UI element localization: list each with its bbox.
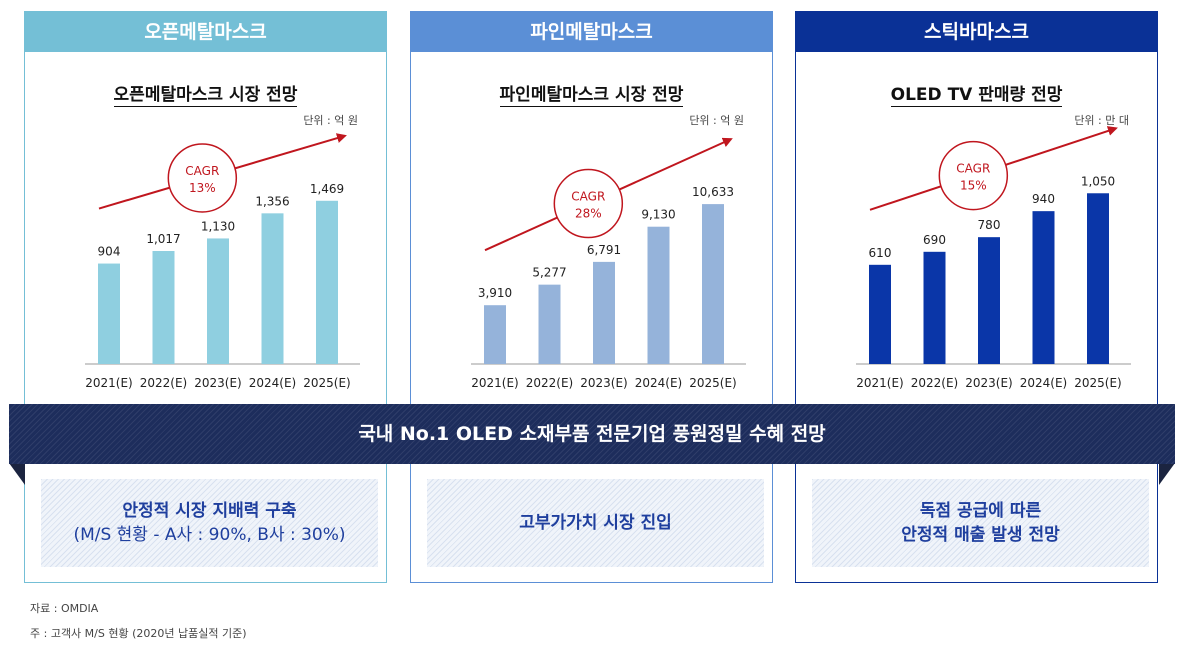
data-label: 10,633: [692, 185, 734, 199]
data-label: 1,017: [146, 232, 180, 246]
notes: 자료 : OMDIA 주 : 고객사 M/S 현황 (2020년 납품실적 기준…: [30, 600, 247, 650]
x-tick-label: 2025(E): [1074, 376, 1121, 390]
chart-title: 파인메탈마스크 시장 전망: [499, 85, 684, 107]
data-label: 6,791: [587, 243, 621, 257]
x-tick-label: 2023(E): [194, 376, 241, 390]
data-label: 9,130: [641, 208, 675, 222]
bar: [702, 204, 724, 364]
chart-title: 오픈메탈마스크 시장 전망: [113, 85, 298, 107]
panel-stick-bar-mask: 스틱바마스크 OLED TV 판매량 전망 단위 : 만 대 610 2021(E…: [795, 11, 1158, 583]
summary-box: 독점 공급에 따른 안정적 매출 발생 전망: [812, 479, 1149, 567]
data-label: 1,356: [255, 194, 289, 208]
bar: [538, 284, 561, 364]
banner-fold-left: [9, 463, 25, 485]
x-tick-label: 2024(E): [249, 376, 296, 390]
bar-chart: 904 2021(E) 1,017 2022(E) 1,130 2023(E) 1,356 2…: [85, 133, 360, 390]
bar: [207, 238, 229, 364]
cagr-circle: [938, 140, 1009, 211]
unit-label: 단위 : 억 원: [689, 114, 744, 127]
cagr-label: CAGR: [956, 162, 990, 176]
summary-line: (M/S 현황 - A사 : 90%, B사 : 30%): [73, 525, 346, 545]
cagr-value: 15%: [960, 179, 987, 193]
data-label: 1,050: [1081, 174, 1115, 188]
cagr-circle: [553, 168, 624, 239]
data-label: 1,130: [201, 219, 235, 233]
x-tick-label: 2022(E): [911, 376, 958, 390]
cagr-label: CAGR: [571, 190, 605, 204]
summary-line: 안정적 시장 지배력 구축: [122, 501, 297, 521]
data-label: 904: [98, 245, 121, 259]
unit-label: 단위 : 만 대: [1074, 114, 1129, 127]
banner-fold-right: [1159, 463, 1175, 485]
cagr-circle: [167, 143, 238, 213]
x-tick-label: 2021(E): [85, 376, 132, 390]
data-label: 940: [1032, 192, 1055, 206]
bar: [593, 261, 615, 364]
summary-line: 고부가가치 시장 진입: [519, 513, 672, 533]
bar: [152, 251, 175, 364]
x-tick-label: 2023(E): [965, 376, 1012, 390]
cagr-value: 13%: [189, 181, 216, 195]
bar: [316, 200, 338, 364]
x-tick-label: 2021(E): [471, 376, 518, 390]
data-label: 1,469: [310, 182, 344, 196]
data-label: 690: [923, 233, 946, 247]
bar: [1087, 193, 1109, 364]
summary-box: 안정적 시장 지배력 구축 (M/S 현황 - A사 : 90%, B사 : 3…: [41, 479, 378, 567]
source-note: 자료 : OMDIA: [30, 602, 99, 615]
panel-header: 파인메탈마스크: [411, 12, 772, 52]
bar: [261, 213, 284, 364]
data-label: 3,910: [478, 286, 512, 300]
cagr-value: 28%: [575, 207, 602, 221]
panel-header: 스틱바마스크: [796, 12, 1157, 52]
panel-open-metal-mask: 오픈메탈마스크 오픈메탈마스크 시장 전망 단위 : 억 원 904 2021(E…: [24, 11, 387, 583]
x-tick-label: 2022(E): [140, 376, 187, 390]
chart-title: OLED TV 판매량 전망: [890, 85, 1063, 107]
x-tick-label: 2025(E): [689, 376, 736, 390]
bar: [978, 237, 1000, 364]
data-label: 610: [869, 246, 892, 260]
footnote: 주 : 고객사 M/S 현황 (2020년 납품실적 기준): [30, 627, 247, 640]
bar: [484, 305, 506, 364]
banner: 국내 No.1 OLED 소재부품 전문기업 풍원정밀 수혜 전망: [9, 404, 1175, 464]
summary-line: 안정적 매출 발생 전망: [901, 525, 1060, 545]
x-tick-label: 2025(E): [303, 376, 350, 390]
bar: [923, 251, 946, 364]
bar-chart: 610 2021(E) 690 2022(E) 780 2023(E) 940 2024(E)…: [856, 126, 1131, 390]
x-tick-label: 2024(E): [635, 376, 682, 390]
panel-fine-metal-mask: 파인메탈마스크 파인메탈마스크 시장 전망 단위 : 억 원 3,910 2021…: [410, 11, 773, 583]
bar-chart: 3,910 2021(E) 5,277 2022(E) 6,791 2023(E) 9,13…: [471, 137, 746, 390]
bar: [1032, 211, 1055, 364]
cagr-label: CAGR: [185, 164, 219, 178]
bar: [647, 226, 670, 364]
bar: [98, 263, 120, 364]
data-label: 5,277: [532, 266, 566, 280]
x-tick-label: 2023(E): [580, 376, 627, 390]
unit-label: 단위 : 억 원: [303, 114, 358, 127]
x-tick-label: 2024(E): [1020, 376, 1067, 390]
summary-box: 고부가가치 시장 진입: [427, 479, 764, 567]
bar: [869, 264, 891, 364]
summary-line: 독점 공급에 따른: [919, 501, 1042, 521]
x-tick-label: 2021(E): [856, 376, 903, 390]
data-label: 780: [978, 218, 1001, 232]
panel-header: 오픈메탈마스크: [25, 12, 386, 52]
x-tick-label: 2022(E): [526, 376, 573, 390]
